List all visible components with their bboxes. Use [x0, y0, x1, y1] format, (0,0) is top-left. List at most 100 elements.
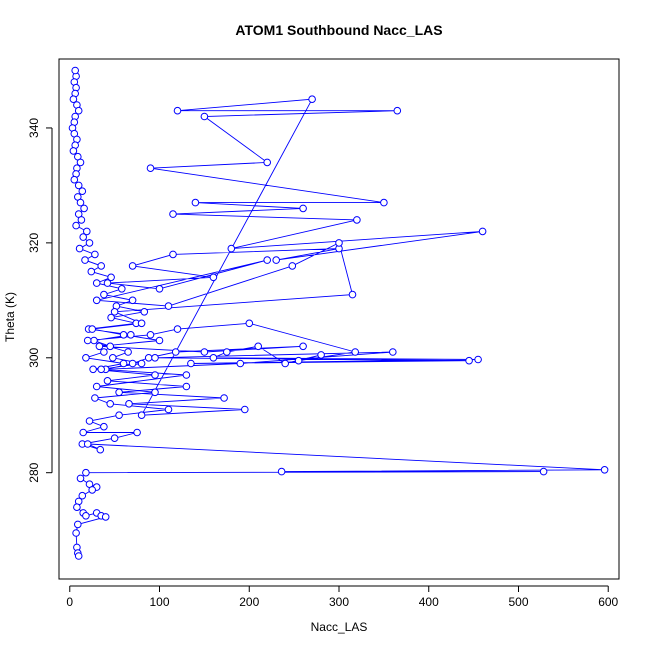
data-point — [72, 529, 80, 537]
data-point — [78, 187, 87, 195]
data-point — [227, 244, 236, 253]
data-point — [97, 262, 105, 270]
data-point — [119, 359, 128, 368]
data-point — [173, 325, 182, 333]
data-point — [91, 250, 99, 259]
data-point — [164, 302, 173, 310]
data-point — [109, 354, 117, 362]
data-point — [82, 512, 90, 520]
data-point — [380, 198, 388, 207]
data-point — [263, 158, 272, 167]
data-point — [351, 348, 360, 356]
data-point — [118, 285, 126, 293]
data-point — [169, 250, 177, 259]
data-point — [288, 262, 297, 270]
x-tick-label: 200 — [239, 595, 259, 609]
x-tick-label: 0 — [66, 595, 73, 609]
data-point — [128, 262, 137, 270]
y-tick-label: 320 — [27, 233, 41, 253]
data-point — [85, 417, 94, 425]
data-point — [96, 445, 105, 454]
y-axis-label: Theta (K) — [3, 292, 17, 342]
data-point — [128, 296, 137, 305]
data-point — [79, 233, 87, 241]
data-point — [146, 331, 155, 339]
data-point — [79, 428, 87, 437]
data-point — [294, 356, 303, 365]
data-point — [155, 336, 164, 345]
data-point — [478, 227, 487, 236]
data-point — [85, 239, 94, 247]
y-tick-label: 280 — [27, 462, 41, 482]
x-tick-label: 400 — [419, 595, 439, 609]
data-point — [88, 486, 96, 494]
data-point — [187, 359, 195, 368]
data-point — [95, 342, 104, 351]
data-point — [75, 244, 84, 253]
data-point — [353, 216, 361, 224]
data-point — [100, 290, 108, 299]
data-point — [107, 273, 115, 282]
x-tick-label: 300 — [329, 595, 349, 609]
data-point — [155, 285, 164, 293]
data-point — [82, 468, 90, 477]
data-point — [308, 95, 316, 103]
data-point — [169, 210, 177, 218]
data-point — [127, 331, 135, 339]
data-point — [100, 422, 108, 431]
data-point — [76, 198, 85, 207]
x-tick-label: 500 — [508, 595, 528, 609]
data-point — [474, 355, 482, 364]
data-point — [92, 382, 101, 391]
data-point — [151, 371, 159, 379]
data-point — [103, 377, 112, 385]
data-point — [151, 388, 159, 397]
data-point — [393, 106, 402, 115]
data-point — [80, 204, 88, 213]
data-point — [137, 359, 146, 368]
data-point — [133, 428, 141, 437]
data-point — [74, 106, 83, 115]
data-point — [92, 296, 101, 305]
data-point — [600, 466, 609, 474]
data-point — [110, 308, 119, 316]
data-point — [209, 354, 218, 362]
data-point — [106, 400, 114, 408]
data-point — [76, 474, 85, 483]
data-point — [82, 354, 90, 362]
data-point — [106, 342, 114, 351]
data-point — [146, 164, 155, 172]
data-point — [119, 331, 128, 339]
data-point — [87, 267, 96, 276]
data-point — [389, 348, 397, 356]
plot-frame — [58, 58, 620, 580]
data-point — [124, 348, 132, 356]
data-point — [88, 325, 96, 333]
data-point — [128, 359, 137, 368]
data-point — [107, 313, 115, 322]
data-point — [140, 308, 149, 316]
x-axis-label: Nacc_LAS — [311, 620, 368, 634]
data-point — [220, 394, 228, 402]
data-point — [69, 147, 78, 155]
data-point — [236, 359, 245, 368]
data-point — [254, 342, 263, 351]
chart-title: ATOM1 Southbound Nacc_LAS — [235, 22, 442, 38]
data-point — [173, 106, 182, 115]
data-point — [74, 552, 83, 560]
data-point — [115, 411, 123, 420]
data-point — [76, 158, 85, 167]
data-point — [465, 356, 473, 365]
data-point — [83, 336, 92, 345]
data-point — [83, 440, 92, 448]
data-point — [191, 198, 200, 207]
data-point — [70, 175, 79, 184]
x-tick-label: 100 — [149, 595, 169, 609]
data-point — [100, 348, 108, 356]
data-point — [182, 382, 191, 391]
data-point — [83, 227, 91, 236]
data-point — [77, 216, 86, 224]
data-point — [115, 388, 123, 397]
data-point — [137, 411, 146, 420]
